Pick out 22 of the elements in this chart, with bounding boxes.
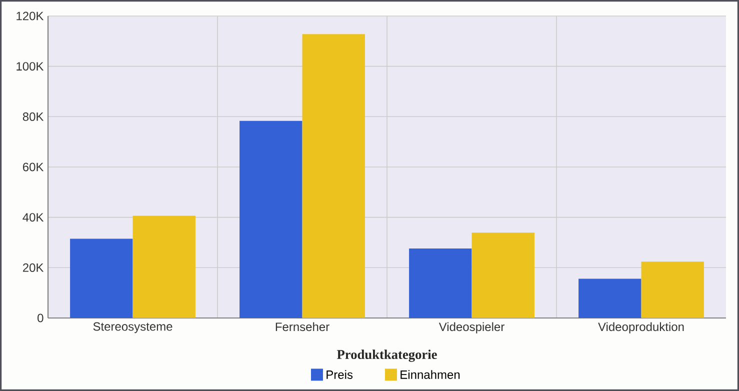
x-tick-label: Videospieler (438, 322, 504, 334)
bar (409, 248, 472, 318)
legend-label: Preis (326, 370, 353, 379)
bar (240, 120, 302, 318)
bar (70, 238, 133, 318)
bar (641, 262, 704, 318)
y-tick-label: 120K (16, 12, 44, 20)
y-tick-label: 80K (22, 112, 44, 121)
x-tick-label: Fernseher (276, 322, 330, 332)
bar (472, 232, 534, 318)
y-tick-label: 100K (16, 62, 44, 71)
bar (302, 34, 365, 318)
legend-label: Einnahmen (400, 370, 460, 379)
y-tick-label: 20K (22, 263, 44, 272)
y-tick-label: 40K (22, 213, 44, 222)
y-tick-label: 60K (22, 162, 44, 172)
y-tick-label: 0 (38, 314, 44, 322)
x-axis-title: Produktkategorie (336, 350, 437, 362)
x-tick-label: Videoproduktion (598, 322, 684, 334)
x-tick-label: Stereosysteme (93, 322, 172, 334)
bar (578, 278, 642, 318)
bar (132, 216, 196, 318)
